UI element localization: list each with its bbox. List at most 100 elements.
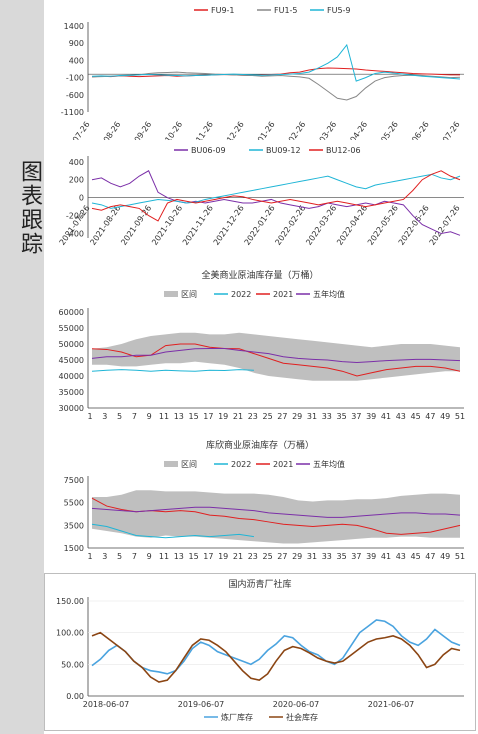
x-tick-label: 2021-12-26 [212, 204, 246, 247]
series-line [91, 170, 461, 236]
x-tick-label: 27 [277, 412, 287, 421]
y-tick-label: 200 [69, 176, 84, 185]
y-tick-label: 35000 [59, 388, 84, 397]
series-line [91, 631, 461, 683]
legend-label: 社会库存 [286, 712, 318, 722]
y-tick-label: 50.00 [61, 660, 84, 669]
x-tick-label: 2021-07-26 [58, 120, 92, 140]
y-tick-label: 100.00 [56, 629, 84, 638]
x-tick-label: 2021-11-26 [181, 204, 215, 247]
series-line [91, 43, 461, 82]
chart-fu-spreads: 1400 900 400 -100 -600 -1100 2021-07-262021-08… [58, 6, 464, 140]
chart-us-crude-inventory: 全美商业原油库存量（万桶）600005500050000450004000035… [59, 269, 466, 421]
y-tick-label: 55000 [59, 324, 84, 333]
legend-label: 炼厂库存 [221, 712, 253, 722]
legend-label: 2022 [231, 460, 251, 469]
x-tick-label: 2022-05-26 [366, 120, 400, 140]
x-tick-label: 17 [203, 552, 213, 561]
x-tick-label: 2021-11-26 [181, 120, 215, 140]
x-tick-label: 7 [132, 552, 137, 561]
x-tick-label: 1 [87, 552, 92, 561]
x-tick-label: 29 [292, 412, 302, 421]
x-tick-label: 2022-05-26 [366, 204, 400, 247]
legend-label: BU06-09 [191, 146, 226, 155]
x-tick-label: 2022-07-26 [428, 120, 462, 140]
x-tick-label: 31 [307, 412, 317, 421]
x-tick-label: 35 [337, 552, 347, 561]
chart-frame-asphalt [44, 573, 476, 731]
x-tick-label: 21 [233, 412, 243, 421]
y-tick-label: 5500 [64, 499, 84, 508]
legend-label: BU12-06 [326, 146, 361, 155]
x-tick-label: 13 [174, 412, 184, 421]
x-tick-label: 2022-02-26 [273, 204, 307, 247]
legend-label: FU5-9 [327, 6, 351, 15]
x-tick-label: 39 [366, 552, 376, 561]
legend-label: 五年均值 [313, 289, 345, 299]
x-tick-label: 2021-08-26 [88, 204, 122, 247]
x-tick-label: 43 [396, 552, 406, 561]
x-tick-label: 2021-10-26 [150, 120, 184, 140]
legend-label: 2022 [231, 290, 251, 299]
x-tick-label: 2021-07-26 [58, 204, 92, 247]
x-tick-label: 13 [174, 552, 184, 561]
x-tick-label: 7 [132, 412, 137, 421]
legend-label: 2021 [273, 290, 293, 299]
y-tick-label: 0.00 [66, 692, 84, 701]
x-tick-label: 41 [381, 552, 391, 561]
series-line [91, 170, 461, 222]
series-line [91, 523, 254, 539]
x-tick-label: 2021-09-26 [119, 120, 153, 140]
x-tick-label: 11 [159, 412, 169, 421]
x-tick-label: 2018-06-07 [83, 700, 130, 709]
x-tick-label: 2022-01-26 [243, 204, 277, 247]
x-tick-label: 2021-06-07 [368, 700, 415, 709]
y-tick-label: 30000 [59, 404, 84, 413]
legend-label: FU9-1 [211, 6, 235, 15]
legend-label: 五年均值 [313, 459, 345, 469]
x-tick-label: 2020-06-07 [273, 700, 320, 709]
x-tick-label: 2022-04-26 [335, 120, 369, 140]
legend-swatch [164, 291, 178, 297]
x-tick-label: 35 [337, 412, 347, 421]
x-tick-label: 49 [440, 412, 450, 421]
series-line [91, 347, 461, 364]
x-tick-label: 45 [411, 412, 421, 421]
x-tick-label: 2022-06-26 [397, 204, 431, 247]
x-tick-label: 33 [322, 412, 332, 421]
x-tick-label: 51 [455, 412, 465, 421]
x-tick-label: 45 [411, 552, 421, 561]
x-tick-label: 33 [322, 552, 332, 561]
x-tick-label: 15 [189, 552, 199, 561]
chart-title: 库欣商业原油库存（万桶） [206, 439, 314, 451]
x-tick-label: 11 [159, 552, 169, 561]
legend-label: 2021 [273, 460, 293, 469]
y-tick-label: 60000 [59, 308, 84, 317]
y-tick-label: 50000 [59, 340, 84, 349]
x-tick-label: 2022-01-26 [243, 120, 277, 140]
y-tick-label: -400 [66, 230, 84, 239]
chart-title: 国内沥青厂社库 [228, 578, 291, 590]
x-tick-label: 9 [147, 412, 152, 421]
x-tick-label: 23 [248, 552, 258, 561]
series-line [91, 369, 254, 372]
x-tick-label: 9 [147, 552, 152, 561]
sidebar: 图表跟踪 [0, 0, 44, 734]
x-tick-label: 37 [351, 412, 361, 421]
range-band [92, 490, 460, 544]
x-tick-label: 2021-12-26 [212, 120, 246, 140]
y-tick-label: 900 [69, 39, 84, 48]
y-tick-label: -1100 [61, 108, 84, 117]
legend-label: FU1-5 [274, 6, 298, 15]
x-tick-label: 39 [366, 412, 376, 421]
x-tick-label: 15 [189, 412, 199, 421]
y-tick-label: -100 [66, 74, 84, 83]
x-tick-label: 41 [381, 412, 391, 421]
x-tick-label: 19 [218, 552, 228, 561]
y-tick-label: 400 [69, 158, 84, 167]
range-band [92, 332, 460, 381]
x-tick-label: 2021-09-26 [119, 204, 153, 247]
x-tick-label: 2022-03-26 [304, 120, 338, 140]
series-line [91, 619, 461, 675]
